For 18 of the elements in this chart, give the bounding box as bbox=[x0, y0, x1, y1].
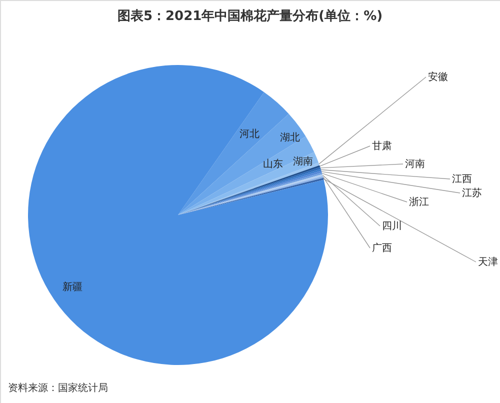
slice-label: 河北 bbox=[239, 128, 260, 140]
slice-label: 新疆 bbox=[62, 280, 83, 293]
slice-label: 甘肃 bbox=[372, 140, 392, 152]
slice-label: 江苏 bbox=[462, 187, 482, 199]
slice-label: 天津 bbox=[478, 256, 498, 268]
chart-title: 图表5：2021年中国棉花产量分布(单位：%) bbox=[117, 8, 383, 24]
slice-label: 四川 bbox=[382, 220, 402, 232]
pie-slice bbox=[28, 65, 328, 365]
slice-label: 广西 bbox=[372, 242, 392, 254]
slice-label: 湖北 bbox=[280, 132, 300, 144]
pie-slice bbox=[178, 92, 289, 215]
slice-label: 山东 bbox=[263, 158, 284, 170]
slice-label: 江西 bbox=[452, 173, 472, 185]
slice-label: 浙江 bbox=[409, 196, 429, 208]
slice-label: 安徽 bbox=[428, 71, 448, 83]
slice-label: 河南 bbox=[405, 158, 425, 170]
text: 资料来源：国家统计局 bbox=[8, 382, 108, 394]
slice-label: 湖南 bbox=[293, 155, 314, 168]
